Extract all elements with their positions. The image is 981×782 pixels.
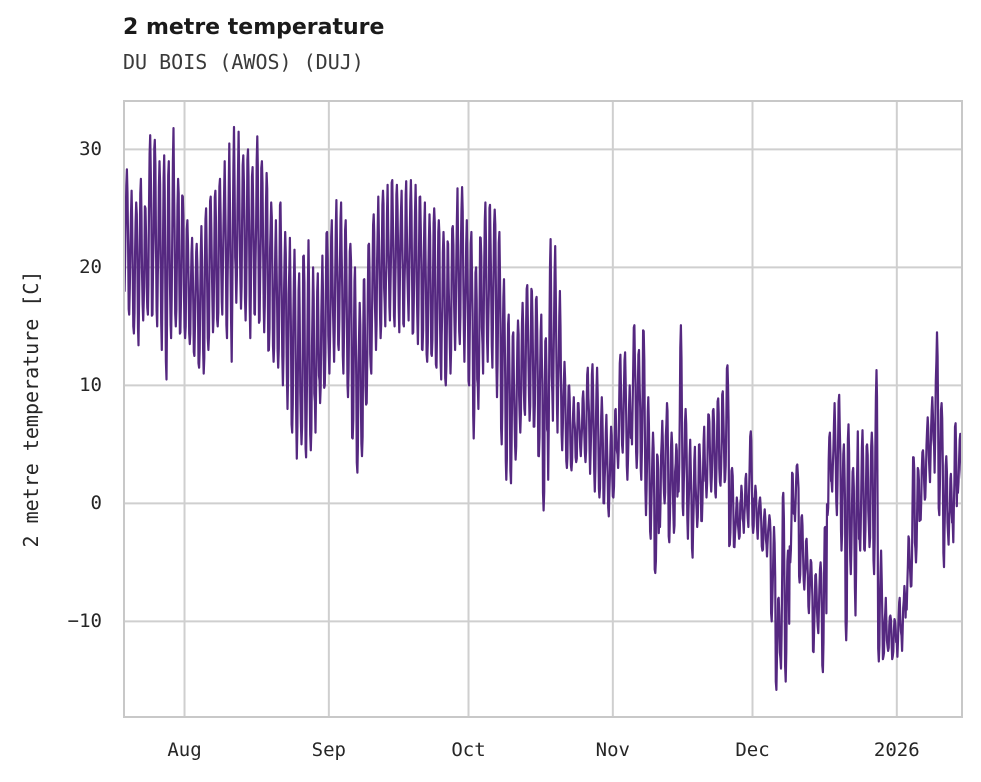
x-tick-label: Aug (167, 739, 202, 761)
x-tick-label: Nov (595, 739, 630, 761)
y-tick-label: −10 (67, 610, 102, 633)
plot-frame (123, 100, 963, 718)
chart-subtitle: DU BOIS (AWOS) (DUJ) (123, 50, 364, 74)
y-tick-label: 30 (79, 138, 102, 161)
y-tick-label: 20 (79, 256, 102, 279)
x-tick-label: Dec (735, 739, 770, 761)
x-tick-label: Sep (311, 739, 346, 761)
y-tick-label: 10 (79, 374, 102, 397)
x-tick-label: Oct (451, 739, 486, 761)
x-tick-label: 2026 (873, 739, 920, 761)
y-tick-label: 0 (90, 492, 102, 515)
temperature-line (124, 125, 962, 691)
chart-title: 2 metre temperature (123, 15, 385, 40)
